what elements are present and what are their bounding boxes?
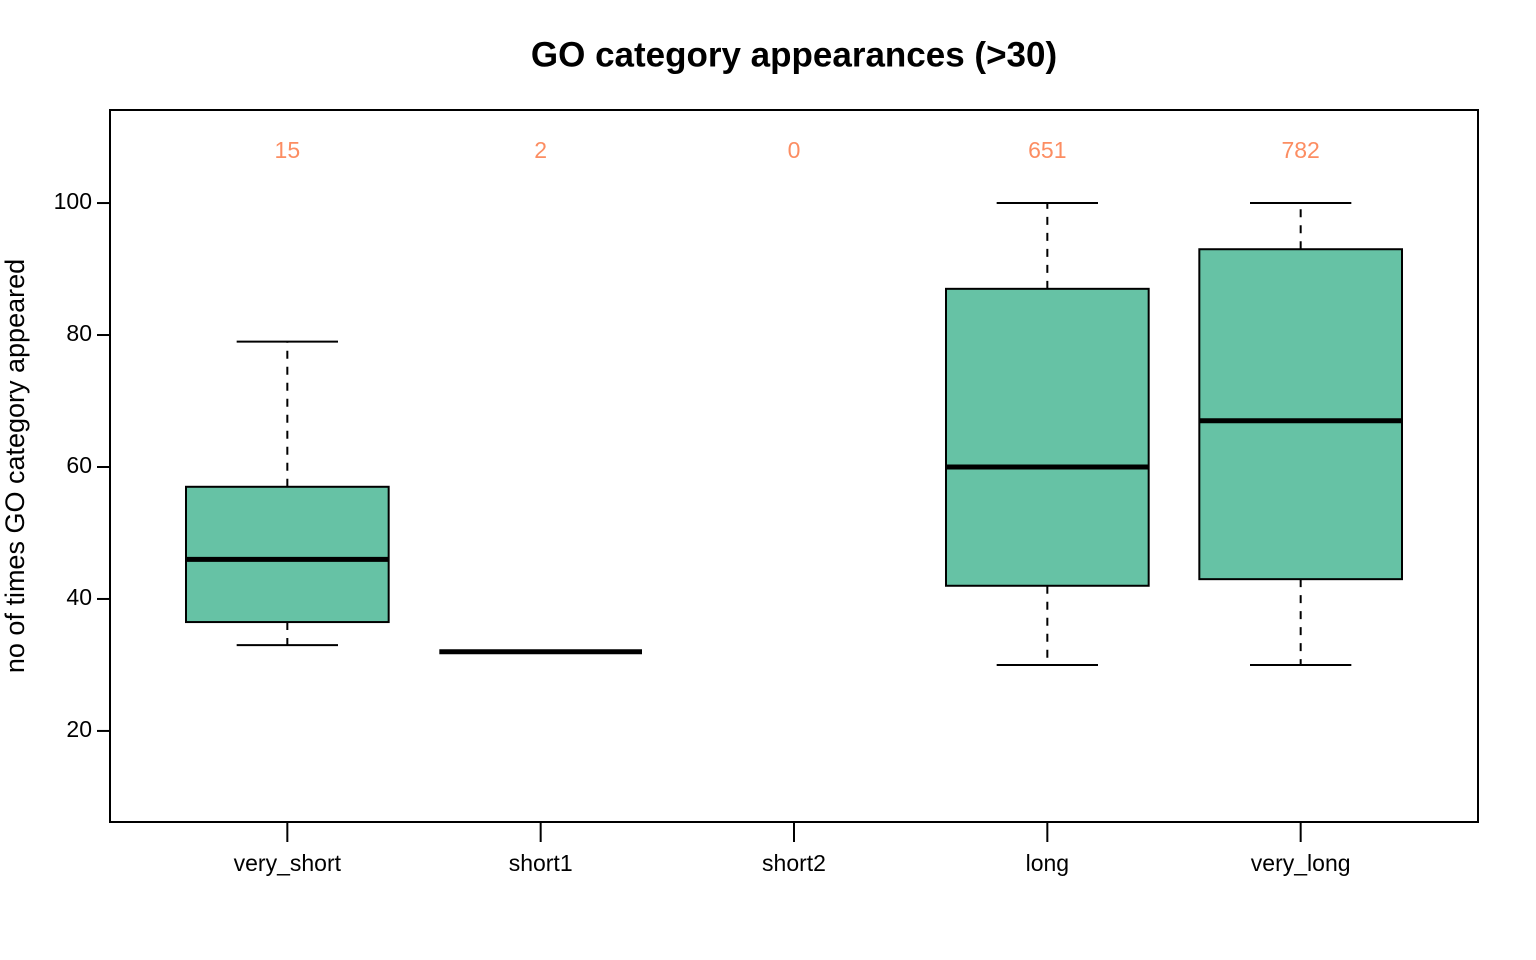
box xyxy=(945,287,1150,587)
y-tick-label: 20 xyxy=(66,716,92,742)
x-tick-label: very_long xyxy=(1251,850,1351,876)
y-tick-label: 100 xyxy=(54,188,92,214)
y-tick-label: 60 xyxy=(66,452,92,478)
count-label: 15 xyxy=(275,137,301,163)
count-label: 2 xyxy=(534,137,547,163)
chart-title: GO category appearances (>30) xyxy=(531,35,1057,74)
box xyxy=(185,485,390,624)
x-tick-label: long xyxy=(1026,850,1069,876)
count-label: 0 xyxy=(788,137,801,163)
count-label: 782 xyxy=(1281,137,1319,163)
y-tick-label: 40 xyxy=(66,584,92,610)
y-axis-label: no of times GO category appeared xyxy=(0,259,30,673)
x-tick-label: short1 xyxy=(509,850,573,876)
x-tick-label: short2 xyxy=(762,850,826,876)
box xyxy=(1198,248,1404,581)
x-tick-label: very_short xyxy=(234,850,342,876)
count-label: 651 xyxy=(1028,137,1066,163)
y-tick-label: 80 xyxy=(66,320,92,346)
